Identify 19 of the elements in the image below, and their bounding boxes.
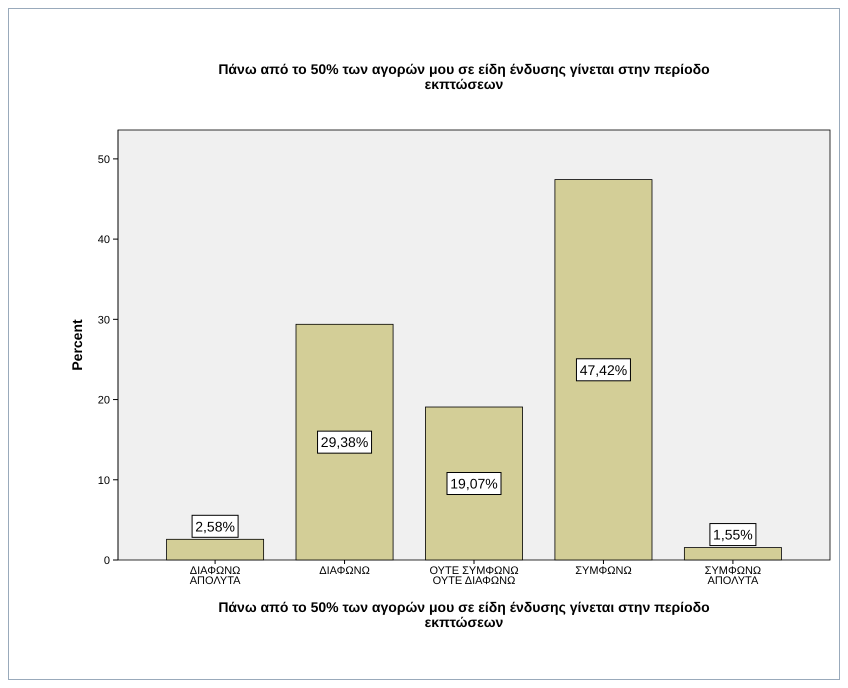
x-tick-label: ΔΙΑΦΩΝΩ ΑΠΟΛΥΤΑ	[190, 565, 242, 587]
y-tick-label: 50	[98, 154, 110, 166]
y-tick-label: 10	[98, 474, 110, 487]
x-tick-label: ΣΥΜΦΩΝΩ	[575, 565, 632, 577]
y-tick-label: 20	[98, 394, 110, 407]
data-label: 29,38%	[320, 434, 368, 450]
data-label: 1,55%	[713, 526, 753, 543]
x-tick-label: ΟΥΤΕ ΣΥΜΦΩΝΩ ΟΥΤΕ ΔΙΑΦΩΝΩ	[429, 565, 519, 587]
y-tick-label: 40	[98, 234, 110, 246]
x-tick-label: ΣΥΜΦΩΝΩ ΑΠΟΛΥΤΑ	[704, 565, 762, 587]
y-tick-label: 0	[104, 555, 110, 567]
y-tick-label: 30	[98, 314, 110, 326]
data-label: 2,58%	[195, 518, 235, 534]
data-label: 19,07%	[450, 476, 498, 492]
y-axis-title: Percent	[69, 318, 85, 371]
data-label: 47,42%	[580, 362, 628, 378]
x-axis-title: Πάνω από το 50% των αγορών μου σε είδη ένδυσης γίνεται στην περίοδο εκπτώσεων	[218, 599, 710, 630]
x-tick-label: ΔΙΑΦΩΝΩ	[319, 565, 370, 577]
chart-title: Πάνω από το 50% των αγορών μου σε είδη ένδυσης γίνεται στην περίοδο εκπτώσεων	[218, 61, 710, 92]
